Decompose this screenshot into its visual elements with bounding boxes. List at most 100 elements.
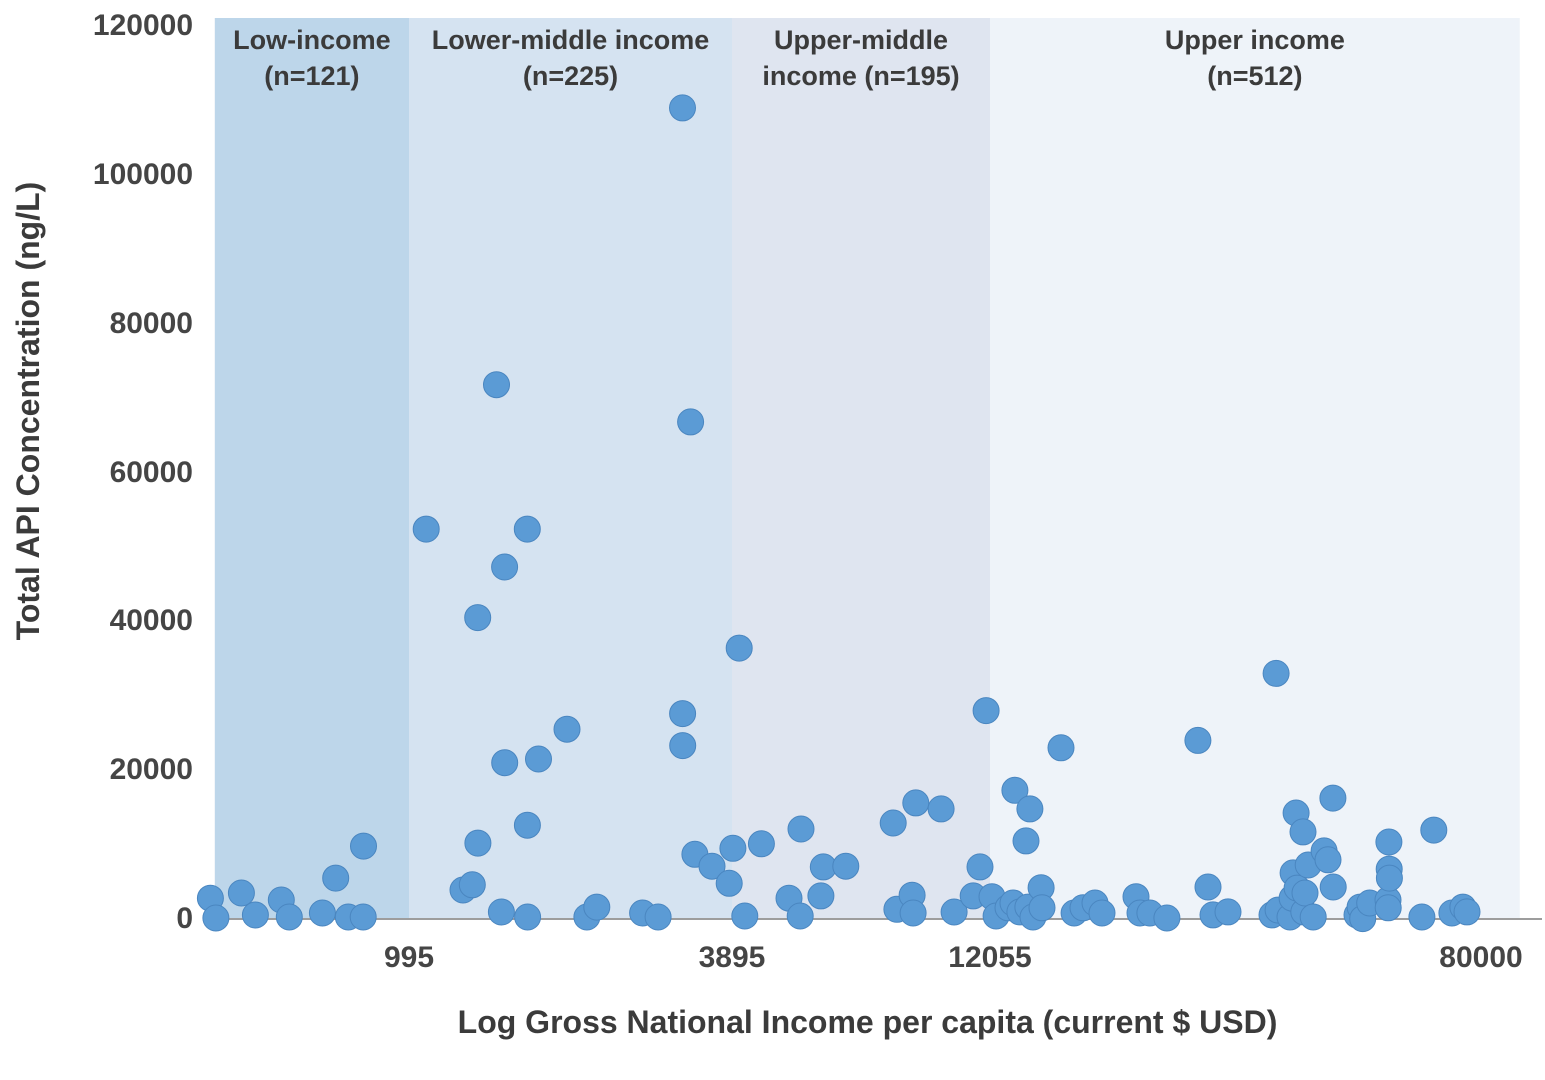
x-tick-label: 80000 (1439, 941, 1523, 974)
data-point (483, 371, 510, 399)
data-point (513, 811, 541, 839)
data-point (1420, 816, 1448, 844)
data-point (458, 871, 486, 899)
data-point (1012, 827, 1040, 855)
band-label-low-income: Low-income (n=121) (142, 22, 482, 94)
data-point (940, 898, 968, 926)
y-tick-label: 20000 (109, 753, 193, 787)
data-point (1153, 904, 1181, 932)
band-count: (n=512) (1207, 61, 1303, 91)
y-tick-label: 60000 (109, 455, 193, 489)
y-tick-label: 100000 (92, 157, 193, 191)
data-point (644, 903, 672, 931)
data-point (322, 864, 350, 892)
data-point (553, 715, 581, 743)
data-point (308, 899, 336, 927)
data-point (787, 815, 815, 843)
data-point (669, 732, 697, 760)
data-point (715, 869, 743, 897)
x-tick-label: 995 (383, 941, 435, 974)
data-point (227, 879, 255, 907)
data-point (412, 515, 440, 543)
data-point (747, 830, 775, 858)
data-point (1001, 776, 1029, 804)
data-point (899, 899, 927, 927)
income-bands (214, 18, 1520, 919)
data-point (669, 700, 697, 728)
data-point (725, 634, 753, 662)
y-tick-label: 80000 (109, 306, 193, 340)
data-point (902, 789, 930, 817)
data-points (196, 94, 1481, 933)
data-point (1194, 873, 1222, 901)
income-band-region (990, 18, 1520, 919)
income-band-region (214, 18, 409, 919)
x-tick-label: 3895 (698, 941, 766, 974)
data-point (1319, 873, 1347, 901)
data-point (514, 903, 542, 931)
data-point (491, 749, 519, 777)
data-point (698, 852, 726, 880)
data-point (731, 902, 759, 930)
band-count: income (n=195) (762, 61, 960, 91)
income-band-region (732, 18, 990, 919)
band-label-upper-middle-income: Upper-middle income (n=195) (691, 22, 1031, 94)
data-point (1088, 899, 1116, 927)
data-point (1184, 726, 1212, 754)
y-tick-label: 120000 (92, 9, 193, 42)
band-label-lower-middle-income: Lower-middle income (n=225) (401, 22, 741, 94)
data-point (464, 829, 492, 857)
data-point (1214, 898, 1242, 926)
data-point (1016, 795, 1044, 823)
data-point (927, 795, 955, 823)
band-count: (n=121) (264, 61, 360, 91)
band-label-line1: Lower-middle income (431, 25, 710, 55)
data-point (879, 809, 907, 837)
data-point (786, 902, 814, 930)
data-point (350, 832, 377, 860)
band-label-line1: Upper-middle (773, 25, 948, 55)
data-point (1047, 734, 1075, 762)
data-point (966, 853, 994, 881)
data-point (525, 745, 552, 773)
data-point (491, 553, 519, 581)
band-label-line1: Upper income (1164, 25, 1345, 55)
data-point (719, 834, 747, 862)
data-point (972, 697, 1000, 725)
data-point (1374, 894, 1402, 922)
data-point (583, 893, 611, 921)
y-tick-label: 40000 (109, 604, 193, 638)
data-point (1299, 903, 1327, 931)
data-point (1319, 784, 1347, 812)
y-axis-title: Total API Concentration (ng/L) (10, 181, 46, 641)
data-point (1291, 879, 1319, 907)
income-band-region (409, 18, 732, 919)
data-point (464, 604, 492, 632)
data-point (202, 904, 230, 932)
band-label-line1: Low-income (233, 25, 391, 55)
data-point (241, 901, 269, 929)
data-point (275, 903, 303, 931)
band-count: (n=225) (522, 61, 619, 91)
data-point (1028, 894, 1056, 922)
data-point (807, 882, 835, 910)
x-axis-title: Log Gross National Income per capita (cu… (457, 1004, 1278, 1040)
x-tick-label: 12055 (948, 941, 1032, 974)
data-point (1453, 898, 1481, 926)
data-point (669, 94, 696, 122)
band-label-upper-income: Upper income (n=512) (1085, 22, 1425, 94)
data-point (832, 852, 860, 880)
data-point (1375, 828, 1403, 856)
data-point (1314, 846, 1342, 874)
data-point (513, 515, 541, 543)
data-point (487, 898, 515, 926)
data-point (677, 408, 705, 436)
data-point (1375, 864, 1403, 892)
data-point (1262, 659, 1290, 687)
data-point (1289, 818, 1317, 846)
data-point (349, 903, 377, 931)
y-tick-label: 0 (176, 902, 193, 935)
data-point (1408, 903, 1436, 931)
